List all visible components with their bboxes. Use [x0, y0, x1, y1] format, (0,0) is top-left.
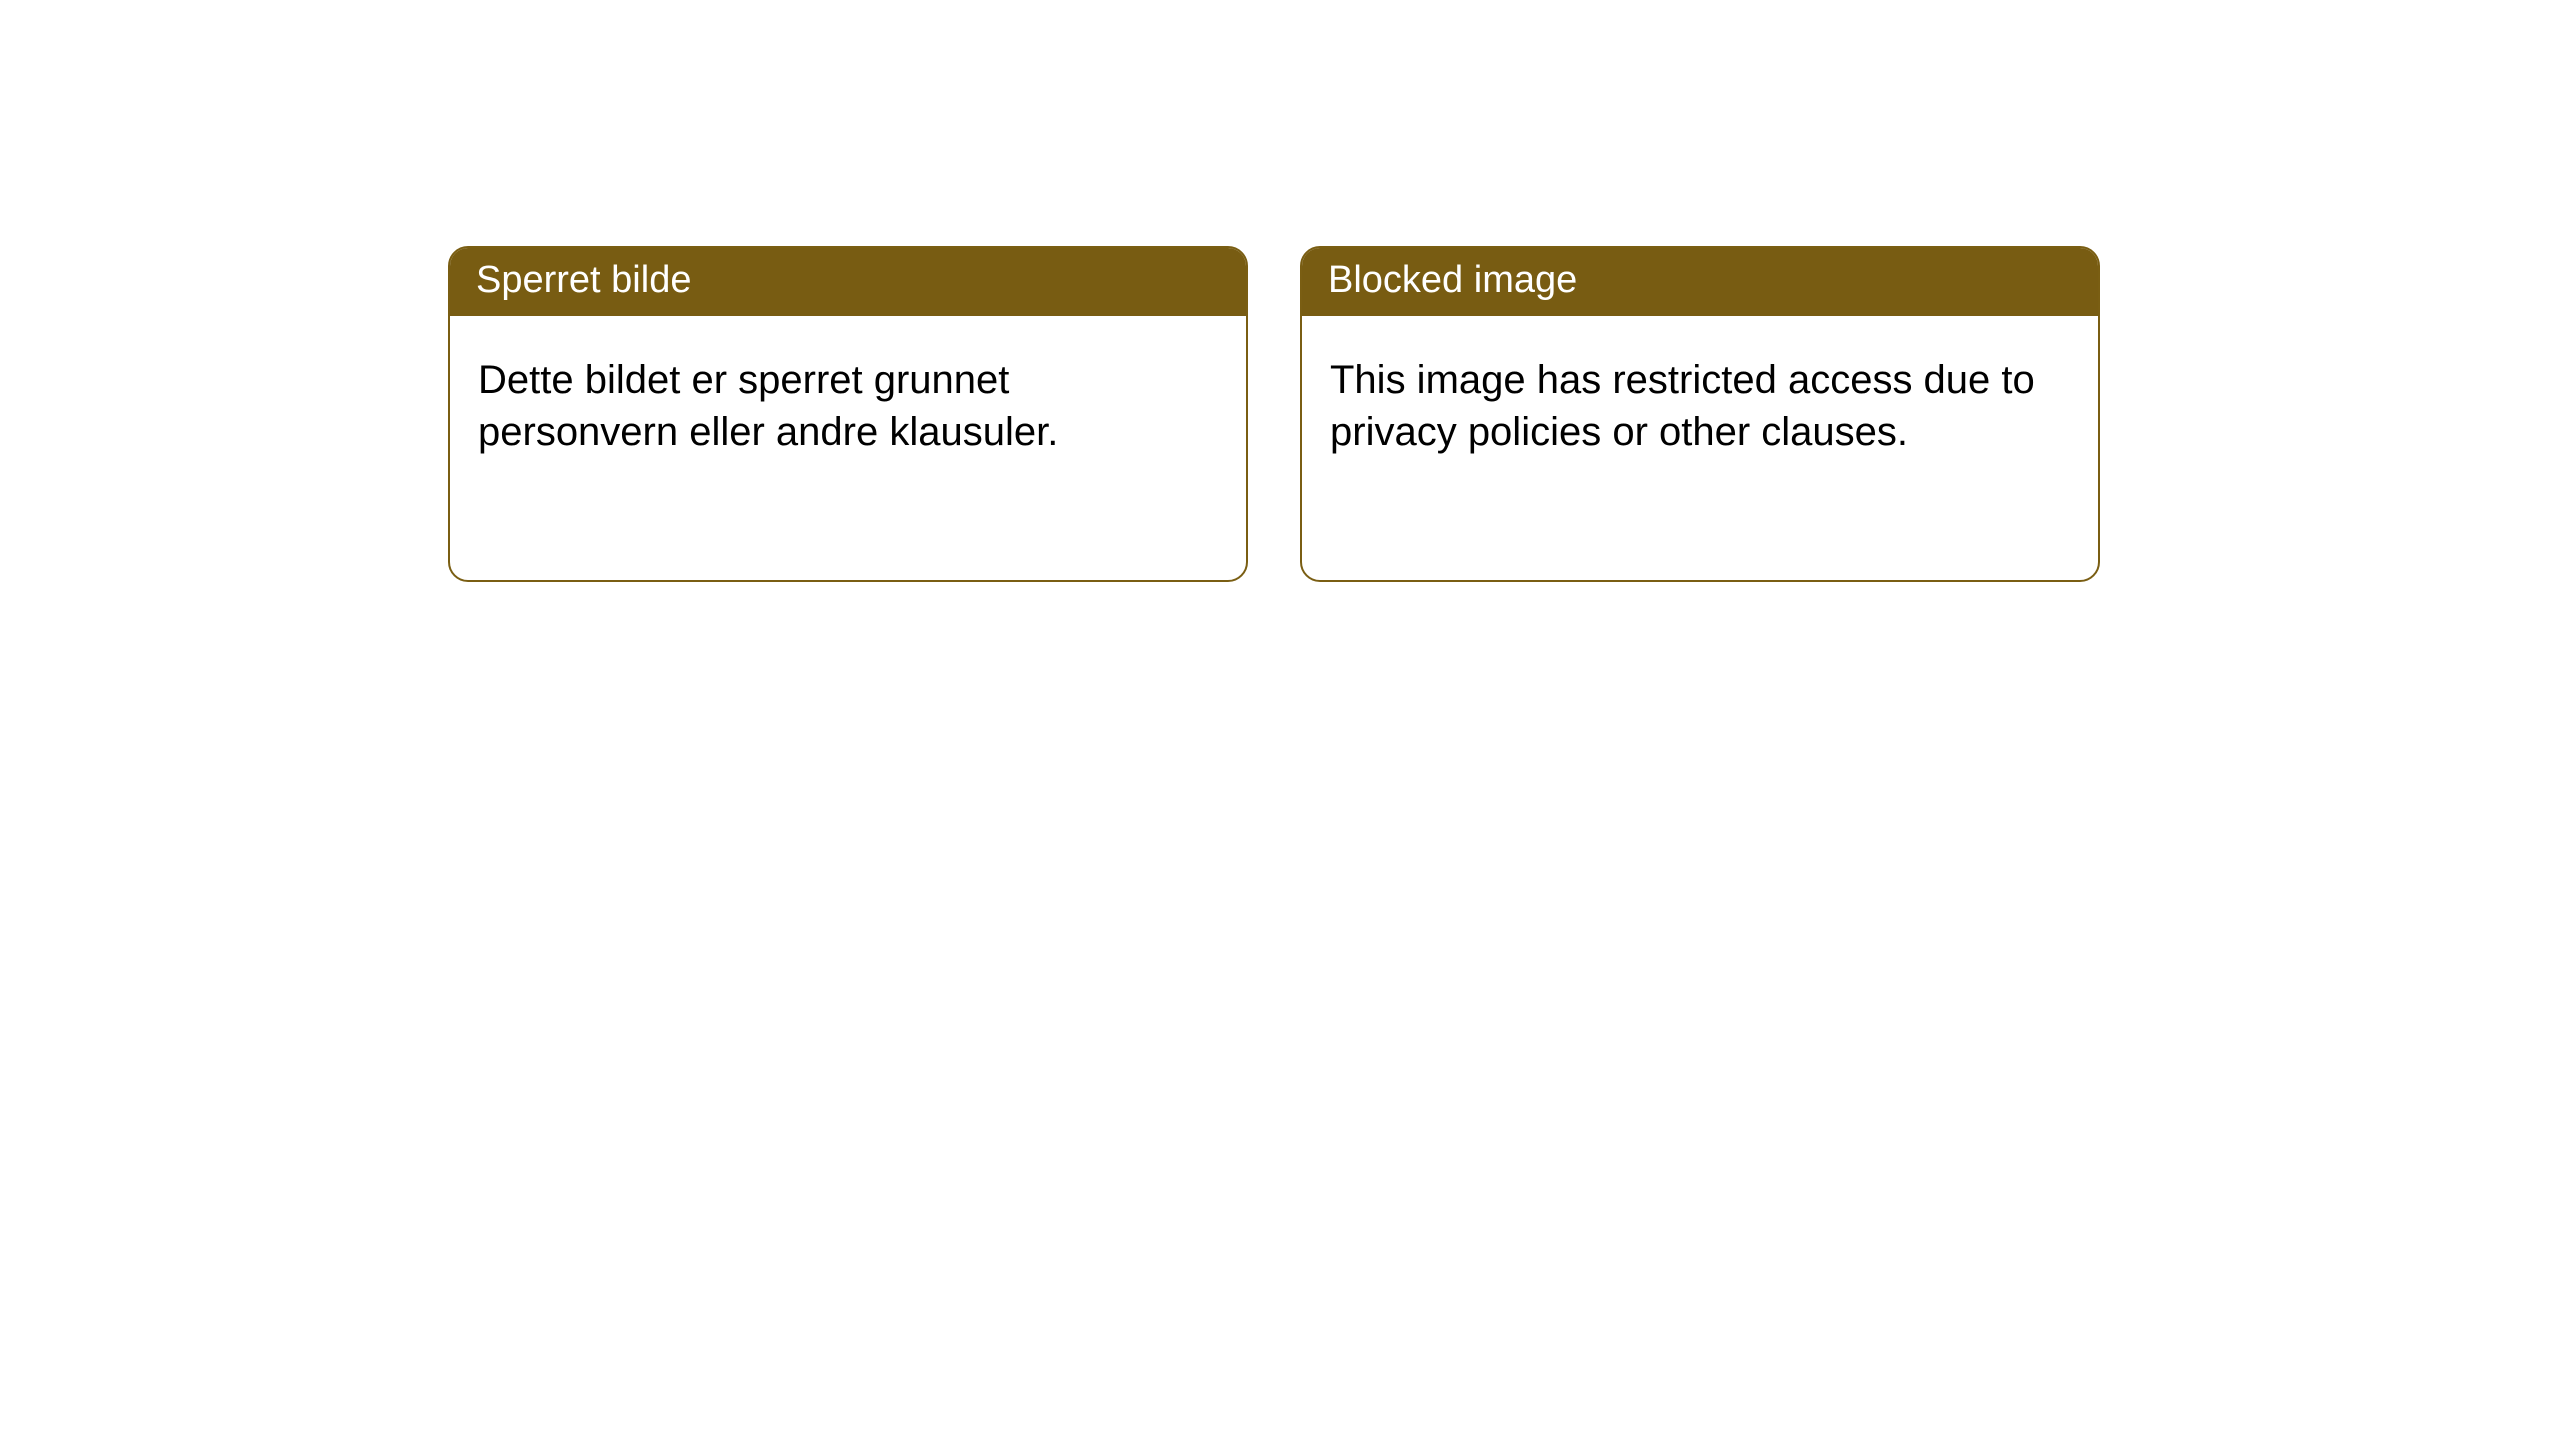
notice-header-text: Blocked image: [1328, 259, 1577, 301]
notice-card-english: Blocked image This image has restricted …: [1300, 246, 2100, 582]
notice-container: Sperret bilde Dette bildet er sperret gr…: [448, 246, 2100, 582]
notice-body-text: This image has restricted access due to …: [1330, 358, 2035, 454]
notice-card-norwegian: Sperret bilde Dette bildet er sperret gr…: [448, 246, 1248, 582]
notice-body: This image has restricted access due to …: [1302, 316, 2098, 486]
notice-header-text: Sperret bilde: [476, 259, 691, 301]
notice-body: Dette bildet er sperret grunnet personve…: [450, 316, 1246, 486]
notice-header: Blocked image: [1302, 248, 2098, 316]
notice-header: Sperret bilde: [450, 248, 1246, 316]
notice-body-text: Dette bildet er sperret grunnet personve…: [478, 358, 1058, 454]
